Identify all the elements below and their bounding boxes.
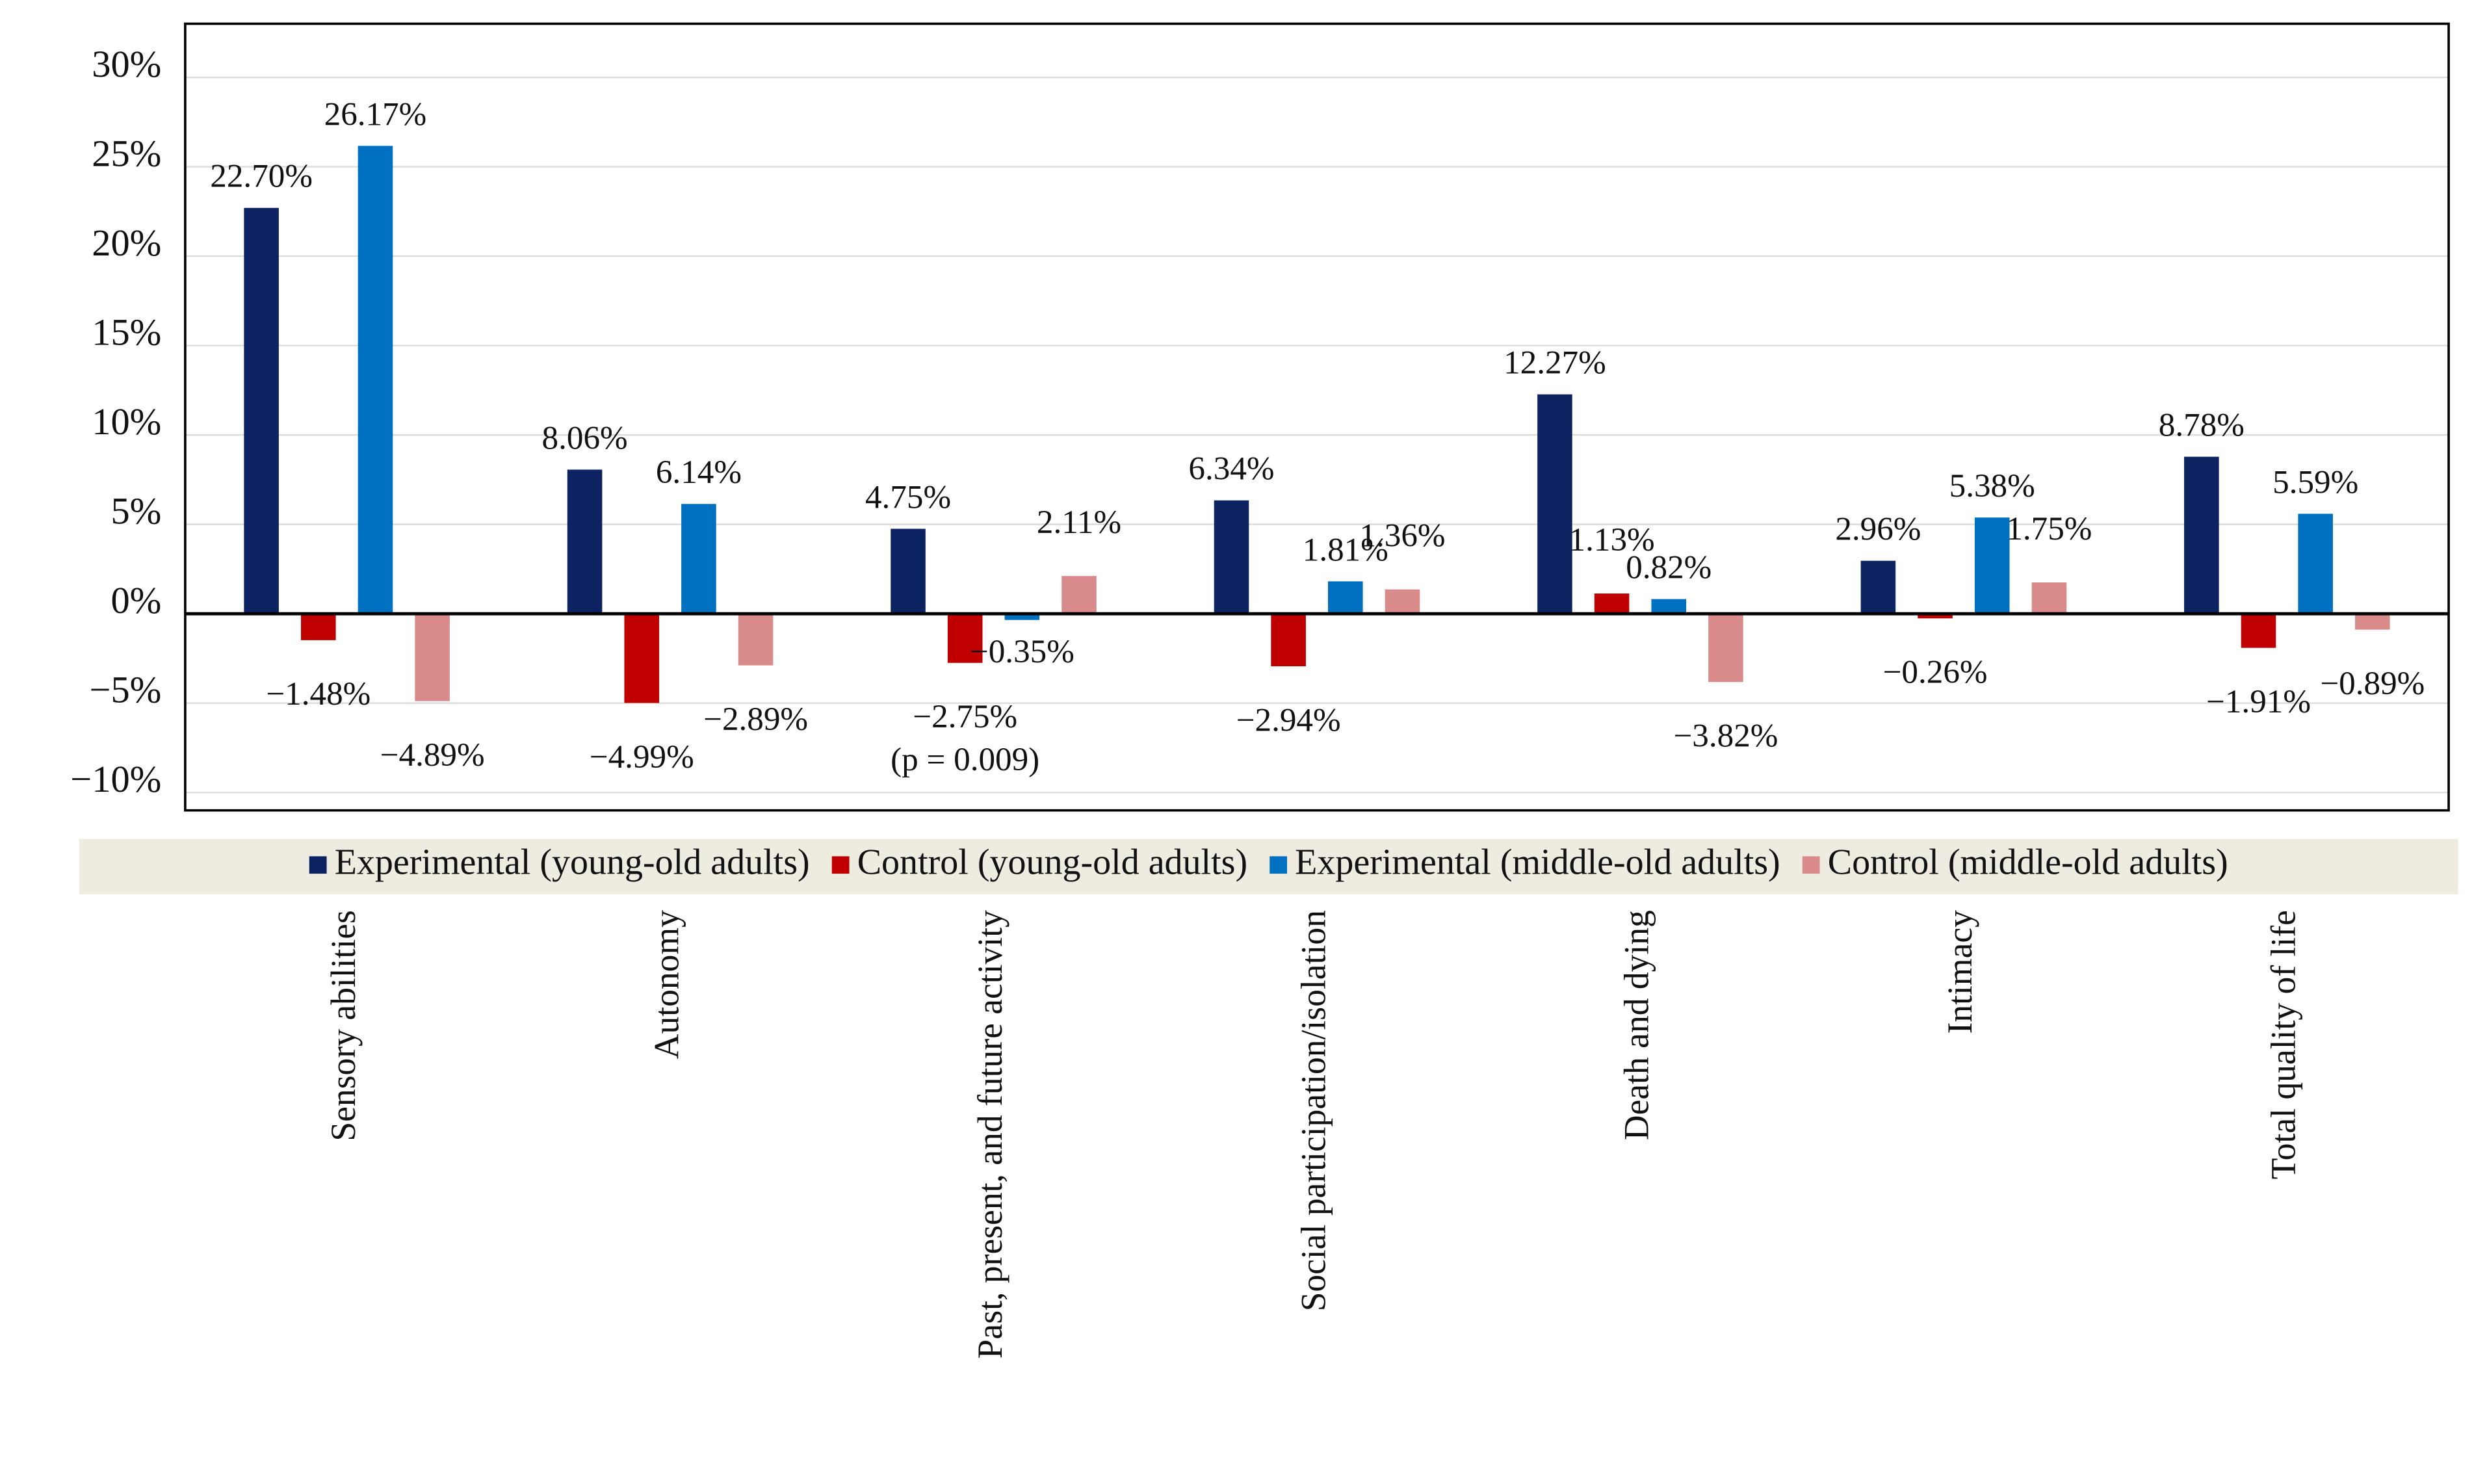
value-label: 2.96% <box>1835 511 1921 548</box>
bar <box>1974 517 2010 614</box>
value-label: 1.75% <box>2006 510 2092 547</box>
value-label: −3.82% <box>1673 718 1778 755</box>
bar <box>1328 581 1363 614</box>
value-label: 8.78% <box>2159 407 2245 444</box>
bar <box>681 504 716 614</box>
bar <box>1651 599 1687 614</box>
y-tick-label: 30% <box>92 43 161 85</box>
value-label: −1.48% <box>266 675 371 712</box>
value-label: 12.27% <box>1504 345 1606 382</box>
value-label: 1.36% <box>1359 517 1445 554</box>
bar <box>2241 614 2276 648</box>
y-tick-label: 10% <box>92 400 161 443</box>
bar <box>567 469 603 614</box>
bar <box>624 614 660 703</box>
value-label: −1.91% <box>2206 683 2311 720</box>
legend-swatch <box>831 856 850 874</box>
value-label: −0.26% <box>1883 654 1988 691</box>
value-label: −0.89% <box>2320 665 2425 702</box>
bar <box>947 614 983 663</box>
bar <box>244 207 279 614</box>
bar <box>358 146 393 614</box>
plot-border <box>184 22 2450 812</box>
x-tick-label: Total quality of life <box>2264 910 2303 1179</box>
bar <box>1061 576 1097 614</box>
bar <box>738 614 774 666</box>
value-label: 6.34% <box>1188 450 1274 488</box>
legend-label: Experimental (middle-old adults) <box>1295 842 1780 883</box>
bar <box>1594 593 1630 614</box>
y-tick-label: 15% <box>92 311 161 353</box>
x-tick-label: Intimacy <box>1940 910 1979 1034</box>
bar <box>1860 560 1896 614</box>
value-label: −2.75% <box>913 698 1017 735</box>
value-label: 5.59% <box>2272 463 2358 501</box>
bar <box>2298 514 2333 614</box>
value-label: −4.99% <box>590 738 694 775</box>
legend-swatch <box>1270 856 1288 874</box>
value-label: 2.11% <box>1037 504 1121 541</box>
value-label: 1.13% <box>1569 521 1655 558</box>
annotation: (p = 0.009) <box>891 741 1039 778</box>
x-tick-label: Autonomy <box>647 910 686 1059</box>
legend-swatch <box>1802 856 1820 874</box>
bar <box>1537 394 1572 614</box>
bar <box>301 614 336 640</box>
value-label: 4.75% <box>865 478 951 515</box>
bar <box>2355 614 2390 630</box>
value-label: 22.70% <box>210 158 313 195</box>
legend-swatch <box>309 856 327 874</box>
value-label: 26.17% <box>324 96 427 133</box>
bar <box>2031 582 2067 614</box>
value-label: −4.89% <box>380 736 485 774</box>
x-tick-label: Death and dying <box>1617 910 1656 1140</box>
x-tick-label: Sensory abilities <box>324 910 363 1141</box>
legend-label: Control (young-old adults) <box>857 842 1247 883</box>
y-tick-label: 20% <box>92 222 161 264</box>
value-label: 6.14% <box>656 454 742 491</box>
bar <box>415 614 450 701</box>
x-tick-label: Past, present, and future activity <box>970 910 1009 1359</box>
legend: Experimental (young-old adults) Control (… <box>309 842 2228 883</box>
value-label: 5.38% <box>1949 467 2035 504</box>
value-label: 0.82% <box>1626 549 1712 586</box>
y-tick-label: 5% <box>111 489 161 532</box>
bar <box>1271 614 1306 667</box>
legend-label: Experimental (young-old adults) <box>335 842 810 883</box>
bar <box>2184 456 2219 614</box>
y-tick-label: −5% <box>90 668 162 710</box>
bar <box>1918 614 1953 619</box>
value-label: −2.89% <box>703 701 808 738</box>
value-label: 1.81% <box>1303 531 1388 568</box>
y-tick-label: 0% <box>111 579 161 621</box>
bar <box>891 528 926 614</box>
value-label: −0.35% <box>970 633 1074 670</box>
x-tick-label: Social participation/isolation <box>1294 910 1333 1311</box>
bar <box>1385 589 1420 614</box>
bar <box>1214 500 1249 614</box>
bar <box>1708 614 1743 683</box>
y-tick-label: 25% <box>92 132 161 174</box>
bar <box>1004 614 1040 620</box>
value-label: −2.94% <box>1236 701 1341 738</box>
legend-background <box>79 839 2458 894</box>
value-label: 8.06% <box>542 419 628 456</box>
y-tick-label: −10% <box>70 758 161 800</box>
legend-label: Control (middle-old adults) <box>1828 842 2228 883</box>
